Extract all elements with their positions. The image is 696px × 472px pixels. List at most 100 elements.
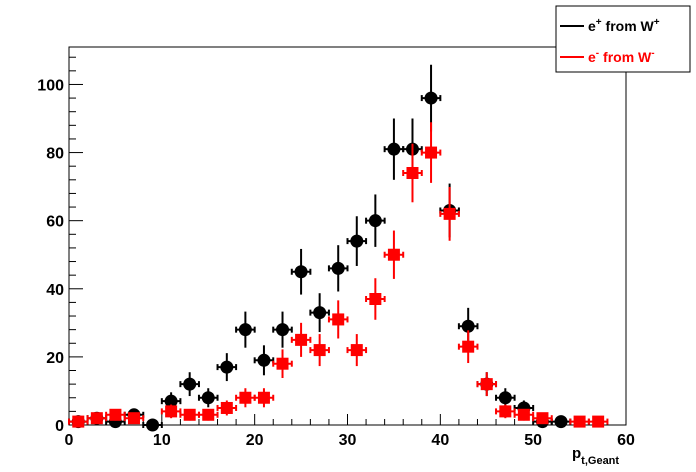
data-point — [439, 186, 460, 241]
data-point — [513, 408, 535, 421]
data-point — [105, 408, 126, 421]
plot-frame — [68, 46, 627, 426]
circle-marker — [146, 418, 160, 432]
circle-marker — [201, 391, 215, 405]
data-point — [235, 311, 256, 348]
square-marker — [480, 378, 493, 391]
y-tick-label: 80 — [46, 146, 64, 163]
circle-marker — [424, 91, 438, 105]
data-point — [550, 415, 572, 429]
data-point — [216, 353, 238, 382]
circle-marker — [331, 261, 345, 275]
data-point — [365, 278, 386, 320]
circle-marker — [257, 353, 271, 367]
data-point — [272, 349, 293, 379]
data-point — [179, 408, 200, 421]
series-eplus — [68, 64, 572, 432]
y-tick-label: 100 — [37, 77, 64, 94]
circle-marker — [294, 265, 308, 279]
circle-marker — [368, 214, 382, 228]
square-marker — [220, 401, 233, 414]
x-tick-label: 50 — [524, 432, 542, 449]
square-marker — [127, 412, 140, 425]
x-axis-label-subscript: t,Geant — [581, 455, 619, 467]
square-marker — [499, 405, 512, 418]
legend-label-eplus: e+ from W+ — [588, 17, 660, 34]
circle-marker — [461, 319, 475, 333]
square-marker — [536, 412, 549, 425]
circle-marker — [387, 142, 401, 156]
square-marker — [369, 293, 382, 305]
data-point — [142, 418, 163, 432]
data-point — [68, 415, 89, 428]
square-marker — [592, 415, 605, 428]
data-point — [495, 388, 516, 408]
square-marker — [109, 408, 122, 421]
circle-marker — [350, 234, 364, 248]
x-tick-label: 60 — [617, 432, 635, 449]
data-point — [253, 345, 275, 376]
data-point — [197, 408, 219, 421]
data-point — [327, 245, 349, 292]
circle-marker — [183, 377, 197, 391]
square-marker — [517, 408, 530, 421]
legend-box — [555, 5, 691, 73]
square-marker — [462, 340, 475, 353]
square-marker — [573, 415, 586, 428]
circle-marker — [164, 394, 178, 408]
circle-marker — [220, 360, 234, 374]
data-point — [346, 334, 368, 367]
data-point — [160, 404, 182, 419]
square-marker — [313, 344, 326, 357]
y-tick-label: 60 — [46, 214, 64, 231]
x-tick-label: 20 — [246, 432, 264, 449]
square-marker — [387, 248, 400, 261]
circle-marker — [554, 415, 568, 429]
y-tick-label: 20 — [46, 350, 64, 367]
x-axis-label-main: p — [572, 445, 581, 462]
x-tick-label: 40 — [431, 432, 449, 449]
data-point — [327, 300, 349, 339]
tick-labels: 0 10 20 30 40 50 60 0 20 40 60 80 100 — [37, 77, 635, 449]
square-marker — [257, 391, 270, 404]
x-tick-label: 0 — [65, 432, 74, 449]
data-point — [420, 122, 442, 183]
data-point — [235, 388, 256, 408]
data-point — [365, 194, 386, 247]
square-marker — [202, 408, 215, 421]
legend: e+ from W+ e- from W- — [555, 5, 691, 73]
square-marker — [183, 408, 196, 421]
data-point — [253, 388, 275, 408]
series-eminus — [68, 122, 609, 428]
data-point — [309, 293, 330, 333]
x-tick-label: 30 — [339, 432, 357, 449]
square-marker — [239, 391, 252, 404]
data-point — [197, 388, 219, 408]
x-axis-label: pt,Geant — [572, 445, 619, 467]
data-point — [587, 415, 609, 428]
data-point — [290, 322, 312, 357]
data-point — [309, 334, 330, 367]
x-tick-label: 10 — [153, 432, 171, 449]
data-point — [420, 64, 442, 132]
legend-label-eminus: e- from W- — [588, 48, 655, 65]
circle-marker — [313, 306, 327, 320]
square-marker — [72, 415, 85, 428]
square-marker — [350, 344, 363, 357]
circle-marker — [276, 323, 290, 337]
data-point — [402, 143, 423, 203]
data-point — [272, 311, 293, 348]
square-marker — [332, 313, 345, 326]
data-point — [495, 404, 516, 419]
y-tick-label: 40 — [46, 282, 64, 299]
data-point — [476, 372, 498, 397]
data-point — [383, 230, 405, 279]
square-marker — [90, 412, 103, 425]
square-marker — [425, 146, 438, 159]
data-point — [457, 330, 479, 364]
circle-marker — [238, 323, 252, 337]
square-marker — [165, 405, 178, 418]
data-point — [569, 415, 590, 428]
data-point — [532, 412, 553, 425]
